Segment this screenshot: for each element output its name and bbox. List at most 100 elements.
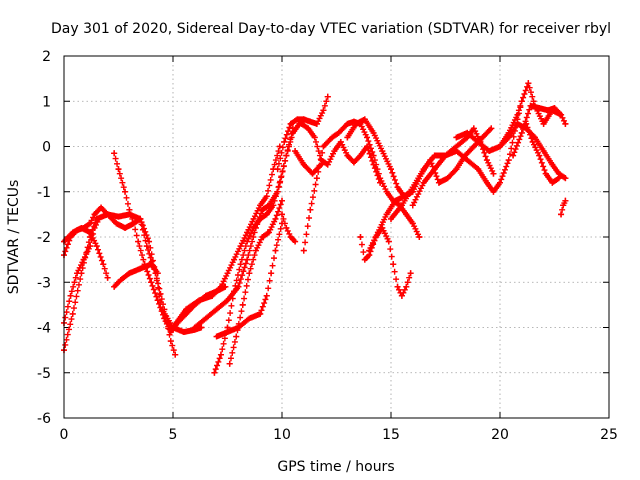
data-point [388,166,394,173]
data-point [244,238,251,245]
data-point [307,118,314,125]
data-point [211,369,218,376]
data-point [464,129,471,136]
data-point [464,157,471,164]
data-point [540,148,547,155]
data-point [78,224,85,231]
data-point [335,129,342,136]
data-point [544,107,551,114]
data-point [226,360,233,367]
data-point [135,238,142,245]
data-point [170,324,176,331]
data-point [298,120,305,127]
data-point [292,238,299,245]
data-point [540,120,547,127]
data-point [475,166,482,173]
y-tick-label: -5 [37,366,51,382]
data-point [146,238,153,245]
x-tick-label: 20 [491,427,509,443]
data-point [276,143,283,150]
data-point [551,105,558,112]
data-point [122,224,129,231]
data-point [259,206,266,213]
y-tick-label: -1 [37,185,51,201]
data-point [265,229,272,236]
data-point [431,152,438,159]
data-point [93,243,100,250]
data-point [91,224,98,231]
data-point [416,234,423,240]
data-point [276,179,283,186]
series-track-20 [409,125,497,209]
data-point [470,125,477,132]
data-point [148,261,155,268]
data-point [115,166,122,173]
data-point [549,161,556,168]
y-tick-label: 1 [42,94,51,110]
data-point [385,238,392,245]
x-tick-label: 5 [169,427,178,443]
data-point [505,134,512,141]
data-point [91,211,98,218]
data-point [374,229,381,236]
data-point [562,197,569,204]
grid [64,56,609,418]
y-tick-label: -4 [37,321,51,337]
data-point [263,211,270,218]
x-axis-label: GPS time / hours [277,459,394,475]
data-point [488,125,495,132]
data-point [388,215,394,222]
series-marks [388,98,525,222]
series-track-17 [357,224,414,299]
data-point [198,324,205,331]
data-point [98,204,105,211]
data-point [383,188,390,195]
data-point [231,256,238,263]
data-point [130,220,137,227]
data-point [244,229,251,236]
data-point [483,179,490,186]
x-tick-label: 15 [382,427,400,443]
data-point [281,138,288,145]
y-tick-label: 2 [42,49,51,65]
data-point [523,120,530,127]
data-point [329,134,336,141]
data-point [444,175,451,182]
data-point [562,175,569,182]
data-point [483,157,490,164]
series-marks [300,118,423,254]
series-track-19 [388,98,525,222]
data-point [370,129,377,136]
data-point [514,111,521,118]
series-marks [357,224,414,299]
data-point [154,270,161,277]
data-point [213,333,220,340]
data-point [558,211,565,218]
series-track-7 [170,143,283,331]
data-point [549,179,556,186]
data-point [292,148,299,155]
data-point [231,288,238,295]
data-point [126,206,133,213]
data-point [113,220,120,227]
data-point [279,211,285,218]
data-point [420,166,427,173]
data-point [435,179,442,186]
data-point [313,175,320,182]
data-point [320,107,327,114]
data-point [117,276,124,283]
data-point [154,297,161,304]
data-point [167,329,174,336]
data-point [486,148,493,155]
data-point [115,213,122,220]
data-point [263,292,270,299]
data-point [224,329,231,336]
series-track-13 [279,211,299,245]
data-point [490,170,497,177]
data-point [244,256,251,263]
data-point [246,270,253,277]
data-point [383,211,390,218]
data-point [390,261,397,268]
data-point [137,265,144,272]
series-track-21 [453,80,565,155]
